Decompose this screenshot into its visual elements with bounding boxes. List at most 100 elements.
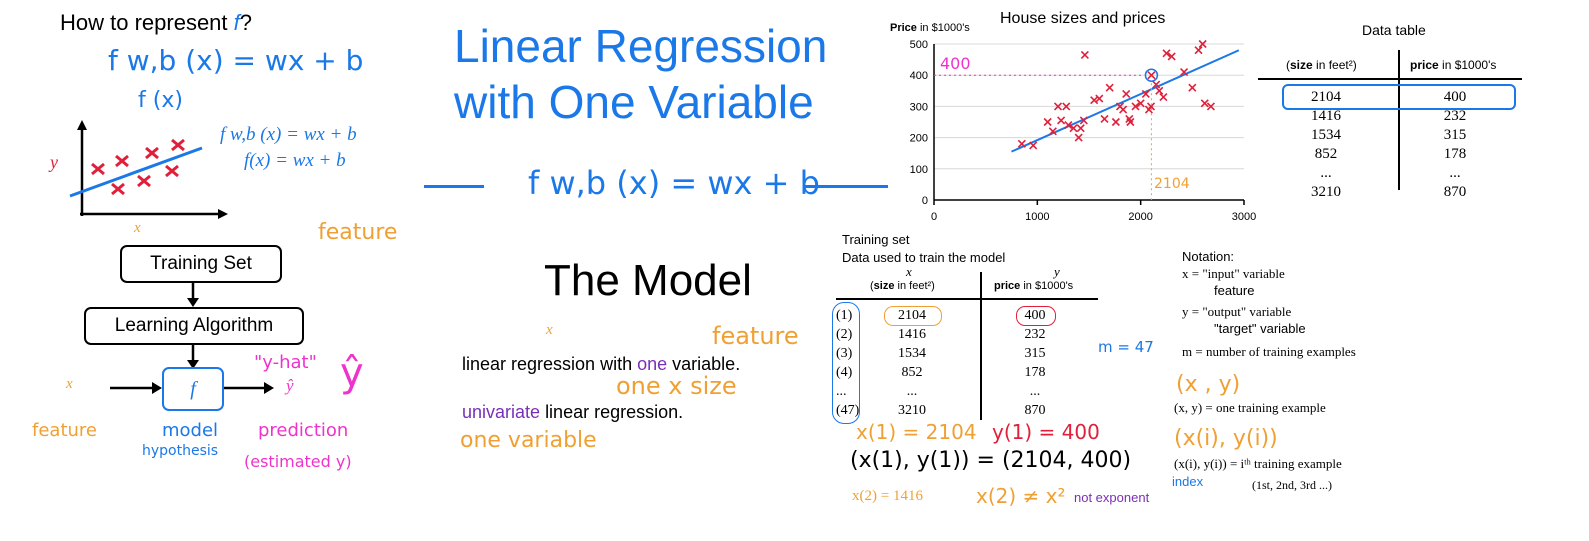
chart-ytick-label: 200 (910, 133, 928, 145)
chart-point (1188, 83, 1197, 92)
training-set-subtitle: Data used to train the model (842, 250, 1006, 265)
handwritten-f-of-x: f (x) (138, 88, 183, 113)
chart-title: House sizes and prices (1000, 10, 1166, 27)
feature-note-left: feature (318, 220, 398, 245)
chart-xtick-label: 2000 (1128, 211, 1152, 223)
training-y-symbol: y (1054, 264, 1060, 279)
title-rule-right (804, 185, 888, 188)
tr-price-cell: ... (1029, 384, 1041, 399)
chart-point (1111, 117, 1120, 127)
typed-f-formula: f(x) = wx + b (244, 150, 346, 171)
tr-price-cell: 400 (1024, 308, 1046, 323)
notation-xiyi-hand: (x(i), y(i)) (1174, 426, 1278, 451)
chart-point (1074, 133, 1083, 142)
dt-size-cell: ... (1320, 165, 1332, 181)
chart-xtick-label: 1000 (1025, 211, 1049, 223)
m-count-note: m = 47 (1098, 338, 1154, 356)
model-label: model (162, 420, 219, 441)
dt-size-cell: 3210 (1311, 184, 1341, 200)
tr-price-cell: 315 (1024, 346, 1046, 361)
model-heading: The Model (544, 256, 752, 305)
chart-ylabel: Price in $1000's (890, 22, 970, 34)
not-exponent-note: not exponent (1074, 490, 1150, 505)
dt-price-cell: 232 (1443, 108, 1467, 124)
training-x-symbol: x (906, 264, 912, 279)
chart-point (1141, 89, 1150, 98)
line1-one: one (637, 354, 668, 374)
chart-highlight-circle (1144, 68, 1159, 82)
data-table-vrule (1398, 50, 1400, 190)
tr-price-cell: 178 (1024, 365, 1046, 380)
mini-scatter-marks (91, 138, 185, 196)
chart-point (1017, 139, 1026, 148)
chart-point (1162, 49, 1171, 58)
chart-point (1048, 127, 1057, 136)
prediction-label: prediction (258, 420, 349, 441)
dt-highlight-row (1282, 84, 1516, 110)
dt-size-cell: 1534 (1311, 127, 1341, 143)
notation-xiyi-line: (x(i), y(i)) = iᵗʰ training example (1174, 456, 1342, 471)
line1-post: variable. (672, 354, 741, 374)
feature-note-center: feature (712, 322, 799, 350)
f-box: f (162, 367, 224, 411)
chart-ylabel-bold: Price (890, 22, 917, 34)
question-f: f (233, 10, 240, 35)
chart-xtick-label: 3000 (1232, 211, 1256, 223)
feature-label: feature (32, 420, 97, 441)
data-table-header-price: price in $1000's (1410, 58, 1496, 72)
notation-y-line: y = "output" variable (1182, 304, 1292, 319)
question-mark: ? (239, 10, 253, 35)
training-hrule (836, 298, 1098, 300)
tr-size-cell: 3210 (898, 403, 926, 418)
tr-price-cell: 870 (1024, 403, 1046, 418)
notation-title: Notation: (1182, 249, 1235, 264)
tr-index-cell: (4) (836, 365, 853, 380)
chart-point (1062, 102, 1071, 111)
chart-xtick-label: 0 (931, 211, 937, 223)
dt-size-unit: in feet² (1316, 58, 1353, 72)
chart-point (1155, 86, 1164, 95)
dt-size-bold: size (1290, 58, 1313, 72)
title-line-1: Linear Regression (454, 20, 828, 72)
tr-index-cell: (3) (836, 346, 853, 361)
y-hat-symbol: ŷ (286, 376, 294, 395)
dt-price-cell: 400 (1443, 89, 1467, 105)
one-x-size-note: one x size (616, 372, 737, 400)
question-text: How to represent (60, 10, 228, 35)
training-index-bracket (832, 302, 860, 424)
hw-formula-text: f w,b (x) = wx + b (108, 44, 364, 77)
training-set-title: Training set (842, 232, 910, 247)
dt-price-cell: 178 (1443, 146, 1467, 162)
y-hat-quote: "y-hat" (254, 352, 317, 373)
tr-price-bold: price (994, 280, 1021, 292)
chart-point (1136, 99, 1145, 108)
chart-point (1029, 141, 1038, 150)
training-set-label: Training Set (150, 253, 252, 274)
chart-ytick-label: 0 (922, 195, 928, 207)
training-index-col: (1) (2) (3) (4) ... (47) (836, 306, 859, 420)
x1-note: x(1) = 2104 (856, 420, 977, 444)
dt-price-cell: 315 (1443, 127, 1467, 143)
univariate-line-2: univariate linear regression. (462, 402, 683, 423)
flow-arrows (110, 282, 274, 394)
chart-ytick-label: 100 (910, 164, 928, 176)
x-note-center: x (546, 322, 553, 338)
chart-ylabel-unit: in $1000's (919, 22, 970, 34)
data-table-prices: 400 232 315 178 ... 870 (1430, 88, 1480, 202)
hypothesis-label: hypothesis (142, 443, 219, 459)
chart-point (1194, 46, 1203, 55)
tr-size-cell: 1416 (898, 327, 926, 342)
chart-ytick-label: 400 (910, 70, 928, 82)
line1-pre: linear regression with (462, 354, 633, 374)
line2-post: linear regression. (545, 402, 684, 422)
tr-size-cell: 1534 (898, 346, 926, 361)
training-header-price: price in $1000's (994, 280, 1073, 292)
chart-point (1122, 89, 1131, 98)
training-price-col: 400 232 315 178 ... 870 (1014, 306, 1056, 420)
chart-point (1064, 121, 1073, 130)
training-size-col: 2104 1416 1534 852 ... 3210 (884, 306, 940, 420)
x2-note: x(2) = 1416 (852, 488, 923, 504)
training-vrule (980, 272, 982, 420)
notation-x-sub: feature (1214, 283, 1255, 298)
tr-index-cell: (2) (836, 327, 853, 342)
